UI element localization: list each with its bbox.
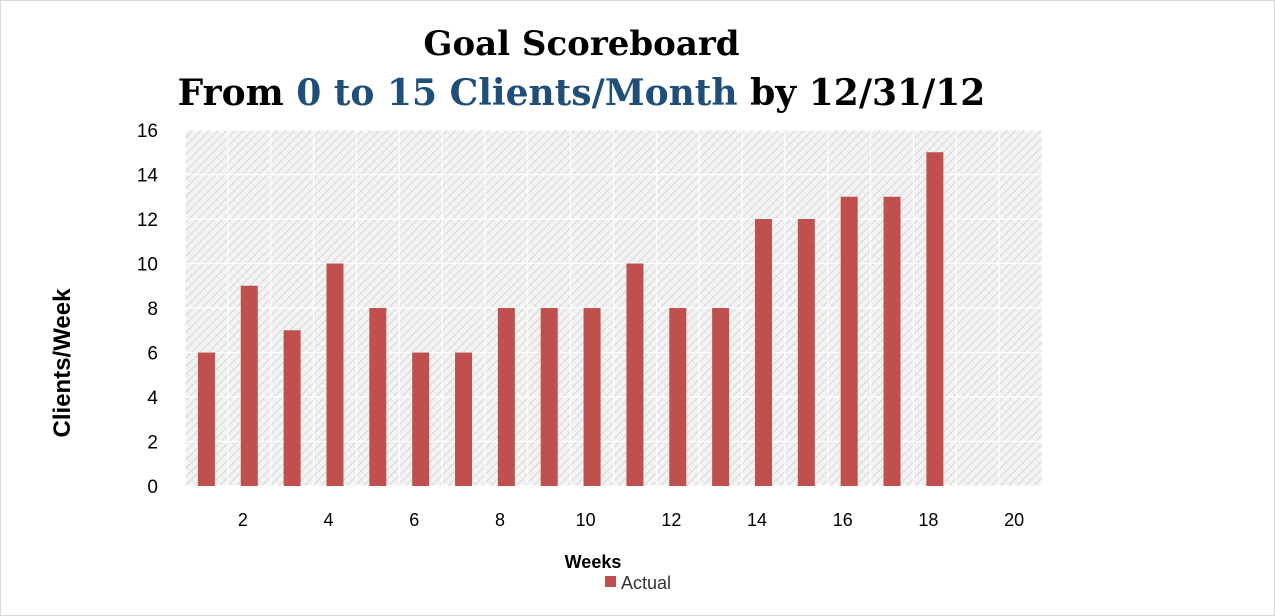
y-tick-label: 12 xyxy=(137,210,158,231)
bar-series-actual xyxy=(197,152,944,486)
x-tick-label: 16 xyxy=(833,510,853,530)
bar xyxy=(840,196,858,486)
bar xyxy=(455,352,473,486)
y-tick-label: 0 xyxy=(147,477,158,498)
y-axis-label: Clients/Week xyxy=(49,288,76,438)
x-tick-label: 4 xyxy=(324,510,334,530)
bar xyxy=(240,285,258,486)
chart-subtitle-prefix: From xyxy=(177,72,297,114)
bar xyxy=(926,152,944,486)
bar xyxy=(197,352,215,486)
y-tick-label: 8 xyxy=(147,299,158,320)
x-tick-label: 14 xyxy=(747,510,767,530)
x-tick-label: 10 xyxy=(576,510,596,530)
bar xyxy=(626,263,644,486)
gridlines xyxy=(184,129,1043,487)
x-tick-label: 18 xyxy=(918,510,938,530)
x-tick-label: 6 xyxy=(409,510,419,530)
chart-title-line1: Goal Scoreboard xyxy=(423,24,740,64)
bar xyxy=(669,308,687,486)
x-axis-label: Weeks xyxy=(565,552,622,572)
bar xyxy=(797,219,815,486)
chart-subtitle-accent: 0 to 15 Clients/Month xyxy=(296,72,738,114)
x-axis-ticks: 2 4 6 8 10 12 14 16 18 20 xyxy=(238,510,1024,530)
legend-label-actual: Actual xyxy=(621,573,671,593)
bar xyxy=(540,308,558,486)
x-tick-label: 20 xyxy=(1004,510,1024,530)
bar xyxy=(583,308,601,486)
y-axis-ticks: 0 2 4 6 8 10 12 14 16 xyxy=(137,121,159,498)
bar xyxy=(369,308,387,486)
bar xyxy=(712,308,730,486)
bar xyxy=(283,330,301,486)
chart-subtitle: From 0 to 15 Clients/Month by 12/31/12 xyxy=(0,72,1163,114)
x-tick-label: 8 xyxy=(495,510,505,530)
bar xyxy=(497,308,515,486)
y-tick-label: 4 xyxy=(147,388,158,409)
y-tick-label: 6 xyxy=(147,344,158,365)
bar xyxy=(412,352,430,486)
y-tick-label: 10 xyxy=(137,255,158,276)
chart-title: Goal Scoreboard xyxy=(0,24,1163,64)
x-tick-label: 2 xyxy=(238,510,248,530)
bar xyxy=(883,196,901,486)
y-tick-label: 14 xyxy=(137,166,159,187)
chart-subtitle-suffix: by 12/31/12 xyxy=(737,72,986,114)
y-tick-label: 2 xyxy=(147,433,158,454)
legend: Actual xyxy=(605,573,671,593)
y-tick-label: 16 xyxy=(137,121,158,142)
bar xyxy=(326,263,344,486)
x-tick-label: 12 xyxy=(661,510,681,530)
legend-swatch-actual xyxy=(605,576,616,587)
bar xyxy=(754,219,772,486)
